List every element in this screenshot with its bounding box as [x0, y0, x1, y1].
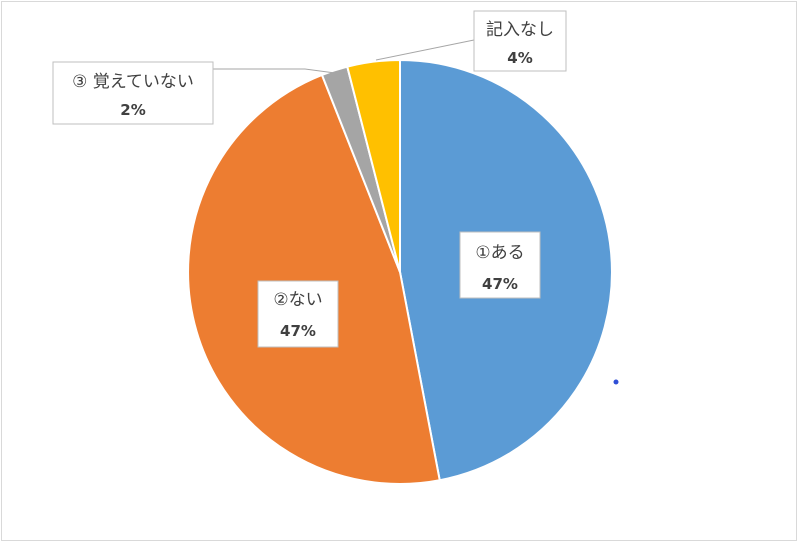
data-label-kinyunashi-name: 記入なし [486, 20, 554, 40]
data-label-kinyunashi-value: 4% [507, 49, 532, 67]
pie-slice-kinyunashi [346, 58, 401, 273]
pie-slice-nai [187, 73, 441, 485]
data-label-oboeteinai: ③ 覚えていない 2% [52, 61, 214, 125]
leader-line-kinyunashi [375, 39, 475, 61]
data-label-kinyunashi: 記入なし 4% [473, 10, 567, 72]
data-label-nai-value: 47% [280, 322, 316, 340]
pie-slices [187, 58, 613, 485]
data-label-aru-name: ①ある [475, 243, 524, 263]
data-label-nai: ②ない 47% [257, 280, 339, 348]
data-label-oboeteinai-name: ③ 覚えていない [72, 72, 194, 92]
leader-line-oboeteinai [212, 68, 336, 74]
data-label-nai-name: ②ない [273, 290, 322, 310]
data-label-aru-value: 47% [482, 275, 518, 293]
data-label-oboeteinai-value: 2% [120, 101, 145, 119]
selection-dot [613, 379, 619, 385]
data-label-aru: ①ある 47% [459, 231, 541, 299]
